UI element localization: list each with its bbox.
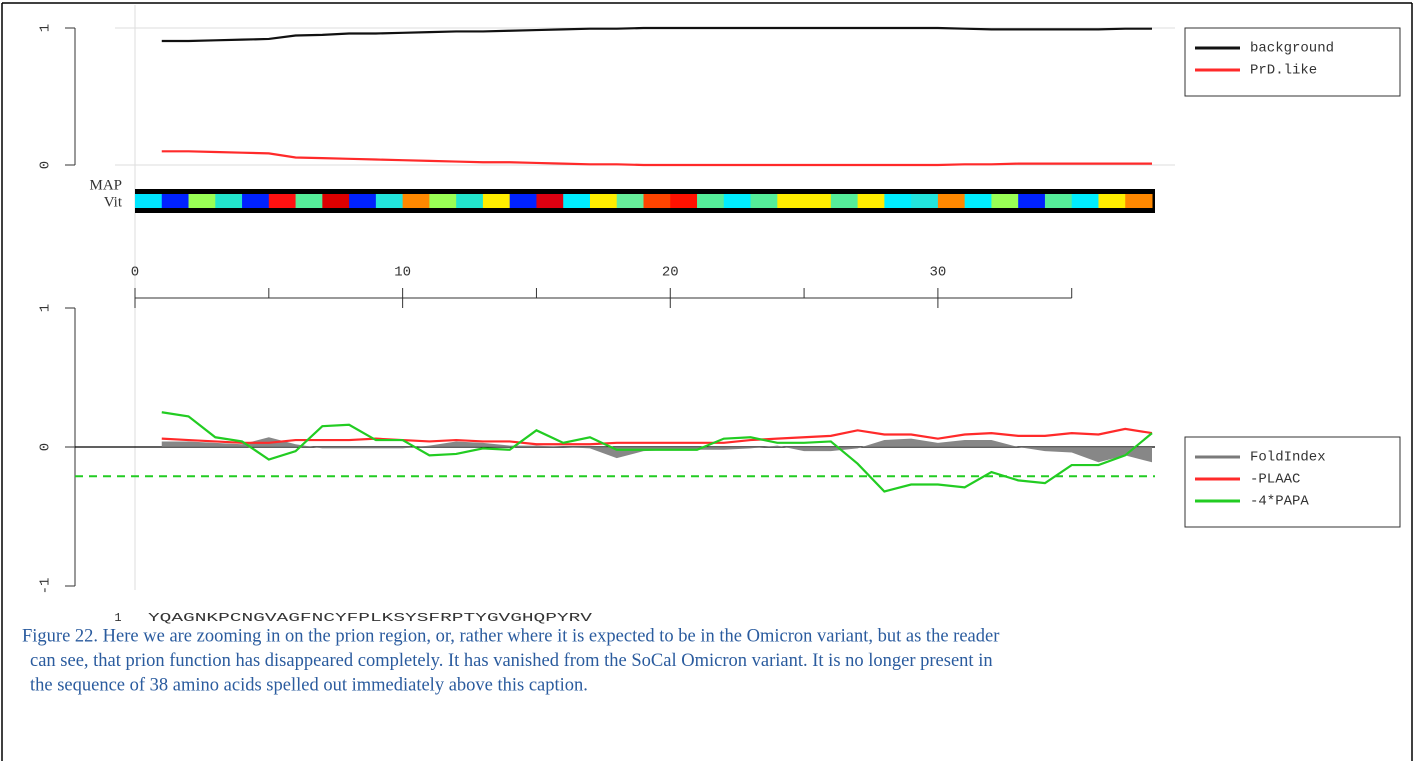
x-tick-label: 0 bbox=[131, 265, 139, 281]
map-cell bbox=[482, 194, 511, 208]
map-cell bbox=[429, 194, 457, 208]
map-cell bbox=[723, 194, 752, 208]
map-cell bbox=[349, 194, 377, 208]
y-tick-label: 1 bbox=[38, 24, 54, 32]
map-cell bbox=[161, 194, 190, 208]
map-cell bbox=[804, 194, 832, 208]
map-cell bbox=[830, 194, 859, 208]
map-cell bbox=[589, 194, 618, 208]
legend-box bbox=[1184, 436, 1401, 528]
y-tick-label: 1 bbox=[38, 304, 54, 312]
map-cell bbox=[1098, 194, 1126, 208]
caption-line: can see, that prion function has disappe… bbox=[30, 651, 993, 671]
map-cell bbox=[242, 194, 270, 208]
map-cell bbox=[135, 194, 163, 208]
map-label: MAP bbox=[89, 177, 122, 193]
map-cell bbox=[188, 194, 216, 208]
map-cell bbox=[1071, 194, 1099, 208]
y-tick-label: 0 bbox=[38, 443, 54, 451]
x-tick-label: 10 bbox=[394, 265, 411, 281]
map-cell bbox=[937, 194, 966, 208]
map-cell bbox=[643, 194, 671, 208]
line bbox=[161, 411, 1153, 493]
y-tick-label: 0 bbox=[38, 161, 54, 169]
map-cell bbox=[777, 194, 805, 208]
line bbox=[161, 427, 1153, 446]
map-cell bbox=[750, 194, 778, 208]
map-cell bbox=[884, 194, 912, 208]
map-cell bbox=[964, 194, 992, 208]
map-cell bbox=[1044, 194, 1073, 208]
y-tick-label: -1 bbox=[38, 578, 54, 595]
legend-label: -4*PAPA bbox=[1250, 494, 1309, 510]
legend-label: background bbox=[1250, 41, 1334, 57]
map-cell bbox=[1018, 194, 1046, 208]
map-cell bbox=[322, 194, 350, 208]
map-cell bbox=[402, 194, 430, 208]
legend-label: FoldIndex bbox=[1250, 450, 1326, 466]
legend-label: -PLAAC bbox=[1250, 472, 1300, 488]
sequence: YQAGNKPCNGVAGFNCYFPLKSYSFRPTYGVGHQPYRV bbox=[148, 611, 593, 625]
map-cell bbox=[1125, 194, 1153, 208]
line bbox=[161, 150, 1152, 167]
caption-line: the sequence of 38 amino acids spelled o… bbox=[30, 675, 588, 695]
map-label: Vit bbox=[104, 194, 123, 210]
line bbox=[161, 26, 1152, 43]
map-cell bbox=[616, 194, 644, 208]
caption-line: Figure 22. Here we are zooming in on the… bbox=[22, 626, 999, 646]
map-cell bbox=[215, 194, 243, 208]
map-cell bbox=[295, 194, 323, 208]
x-tick-label: 30 bbox=[929, 265, 946, 281]
map-cell bbox=[991, 194, 1019, 208]
map-cell bbox=[911, 194, 939, 208]
map-cell bbox=[563, 194, 591, 208]
sequence-start: 1 bbox=[114, 611, 121, 625]
x-tick-label: 20 bbox=[662, 265, 679, 281]
map-cell bbox=[670, 194, 698, 208]
map-cell bbox=[509, 194, 537, 208]
legend-box bbox=[1184, 27, 1401, 97]
map-cell bbox=[697, 194, 725, 208]
map-cell bbox=[375, 194, 404, 208]
legend-label: PrD.like bbox=[1250, 63, 1317, 79]
map-cell bbox=[536, 194, 564, 208]
map-cell bbox=[268, 194, 297, 208]
map-cell bbox=[456, 194, 484, 208]
map-cell bbox=[857, 194, 885, 208]
